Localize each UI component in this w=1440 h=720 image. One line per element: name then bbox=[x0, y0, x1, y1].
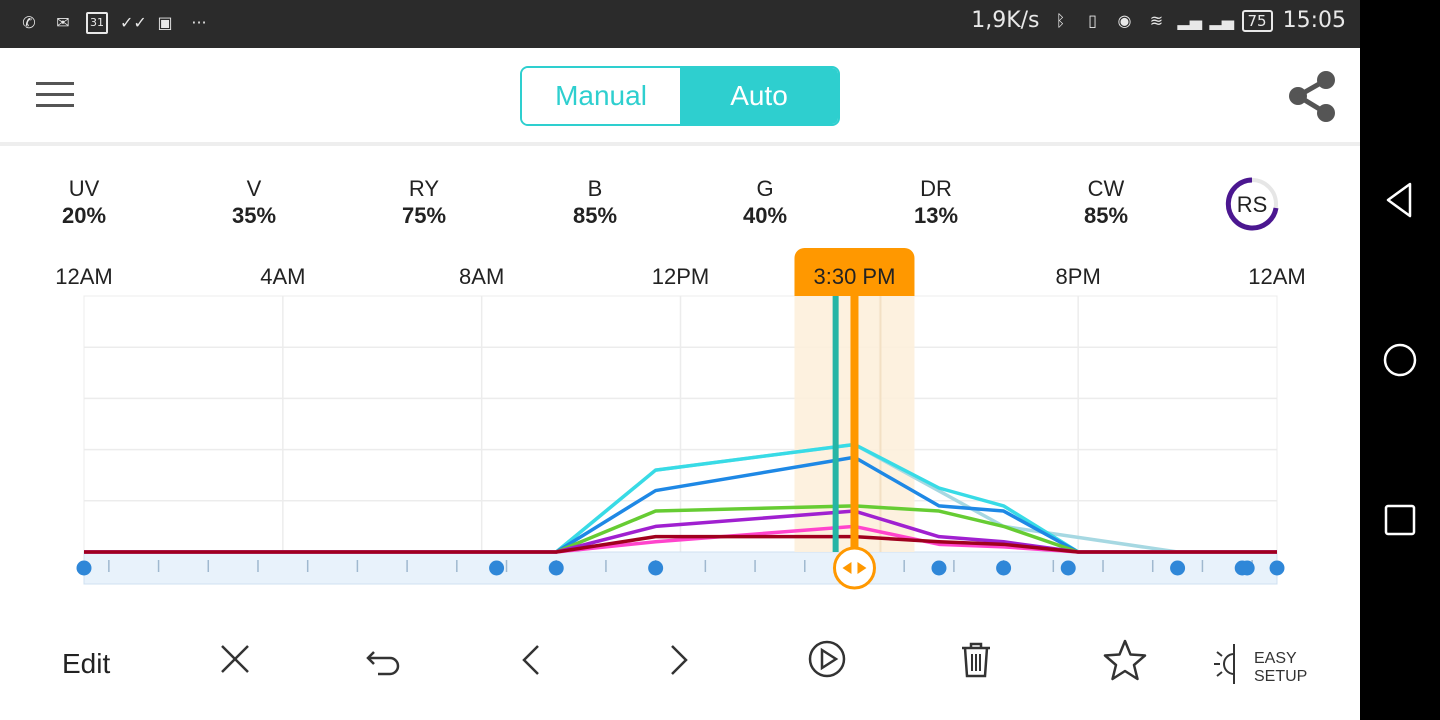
keyframe-point[interactable] bbox=[996, 560, 1012, 576]
next-icon[interactable] bbox=[666, 642, 692, 678]
play-icon[interactable] bbox=[806, 638, 848, 680]
keyframe-point[interactable] bbox=[648, 560, 664, 576]
mode-manual-button[interactable]: Manual bbox=[522, 68, 680, 124]
channel-name: V bbox=[246, 176, 262, 201]
previous-icon[interactable] bbox=[518, 642, 544, 678]
bottom-toolbar: Edit bbox=[0, 620, 1360, 710]
favorite-star-icon[interactable] bbox=[1102, 638, 1148, 682]
rs-label: RS bbox=[1237, 192, 1268, 217]
series-line bbox=[84, 534, 1277, 554]
keyframe-point[interactable] bbox=[931, 560, 947, 576]
net-speed: 1,9K/s bbox=[971, 8, 1040, 33]
schedule-chart[interactable]: 12AM 4AM 8AM 12PM 8PM 12AM 3:30 PM bbox=[0, 240, 1360, 600]
calendar-icon: ▣ bbox=[157, 13, 173, 32]
series-line bbox=[84, 504, 1277, 554]
channel-value: 85% bbox=[572, 203, 618, 228]
mode-toggle: Manual Auto bbox=[520, 66, 840, 126]
recents-icon[interactable] bbox=[1380, 500, 1420, 540]
more-dots-icon: ··· bbox=[191, 13, 207, 32]
channel-value: 85% bbox=[1083, 203, 1129, 228]
channel-value: 13% bbox=[913, 203, 959, 228]
channel-ry[interactable]: RY 75% bbox=[364, 175, 484, 229]
signal-icon: ▂▄ bbox=[1177, 10, 1203, 30]
channel-value: 40% bbox=[742, 203, 788, 228]
channel-name: CW bbox=[1087, 176, 1125, 201]
x-tick-label: 8PM bbox=[1056, 264, 1101, 289]
battery-indicator: 75 bbox=[1241, 9, 1273, 32]
notification-icons: ✆ ✉ 31 ✓✓ ▣ ··· bbox=[18, 12, 210, 34]
share-icon[interactable] bbox=[1284, 68, 1340, 124]
channel-b[interactable]: B 85% bbox=[535, 175, 655, 229]
x-tick-label: 12AM bbox=[1248, 264, 1305, 289]
channel-name: DR bbox=[920, 176, 952, 201]
edit-button[interactable]: Edit bbox=[62, 648, 111, 679]
android-nav-bar bbox=[1360, 0, 1440, 720]
teal-marker bbox=[832, 296, 839, 552]
keyframe-point[interactable] bbox=[489, 560, 505, 576]
channel-name: G bbox=[756, 176, 774, 201]
channel-name: RY bbox=[408, 176, 440, 201]
mail-check-icon: ✉ bbox=[56, 13, 70, 32]
channel-values: UV 20% V 35% RY 75% B 85% G 40% DR 13% C… bbox=[0, 175, 1360, 235]
series-line bbox=[84, 455, 1277, 554]
x-tick-label: 12PM bbox=[652, 264, 709, 289]
close-icon[interactable] bbox=[218, 642, 252, 676]
double-check-icon: ✓✓ bbox=[120, 13, 147, 32]
channel-name: B bbox=[587, 176, 603, 201]
channel-value: 35% bbox=[231, 203, 277, 228]
handle-right-arrow bbox=[857, 562, 867, 574]
eye-icon: ◉ bbox=[1117, 10, 1132, 30]
x-tick-label: 8AM bbox=[459, 264, 504, 289]
channel-g[interactable]: G 40% bbox=[705, 175, 825, 229]
rs-badge[interactable]: RS bbox=[1224, 176, 1280, 232]
app-bar: Manual Auto bbox=[0, 48, 1360, 146]
keyframe-points bbox=[76, 560, 1285, 576]
timeline-track[interactable] bbox=[83, 551, 1278, 585]
wifi-icon: ≋ bbox=[1149, 10, 1164, 30]
vibrate-icon: ▯ bbox=[1088, 10, 1097, 30]
menu-icon[interactable] bbox=[36, 80, 76, 110]
cursor-time-badge bbox=[794, 248, 915, 296]
time-cursor[interactable]: 3:30 PM bbox=[794, 248, 915, 590]
cursor-time-label: 3:30 PM bbox=[814, 264, 896, 289]
easy-setup-button[interactable]: EASY SETUP bbox=[1212, 642, 1312, 692]
channel-dr[interactable]: DR 13% bbox=[876, 175, 996, 229]
keyframe-point[interactable] bbox=[76, 560, 92, 576]
chart-grid bbox=[83, 295, 1278, 553]
channel-name: UV bbox=[68, 176, 100, 201]
easy-setup-line1: EASY bbox=[1254, 650, 1297, 667]
keyframe-point[interactable] bbox=[1269, 560, 1285, 576]
cursor-line bbox=[850, 296, 859, 566]
channel-v[interactable]: V 35% bbox=[194, 175, 314, 229]
channel-cw[interactable]: CW 85% bbox=[1046, 175, 1166, 229]
keyframe-point[interactable] bbox=[1170, 560, 1186, 576]
channel-uv[interactable]: UV 20% bbox=[24, 175, 144, 229]
signal-icon-2: ▂▄ bbox=[1209, 10, 1235, 30]
keyframe-point[interactable] bbox=[1060, 560, 1076, 576]
easy-setup-line2: SETUP bbox=[1254, 668, 1308, 685]
channel-value: 20% bbox=[61, 203, 107, 228]
light-bulb-icon bbox=[1214, 644, 1235, 684]
mode-auto-button[interactable]: Auto bbox=[680, 68, 838, 124]
calendar-31-icon: 31 bbox=[86, 12, 108, 34]
x-axis-ticks: 12AM 4AM 8AM 12PM 8PM 12AM bbox=[55, 264, 1305, 289]
undo-icon[interactable] bbox=[364, 644, 402, 676]
system-indicators: 1,9K/s ᛒ ▯ ◉ ≋ ▂▄ ▂▄ 75 15:05 bbox=[971, 8, 1346, 33]
x-tick-label: 12AM bbox=[55, 264, 112, 289]
app-window: ✆ ✉ 31 ✓✓ ▣ ··· 1,9K/s ᛒ ▯ ◉ ≋ ▂▄ ▂▄ 75 … bbox=[0, 0, 1360, 720]
handle-left-arrow bbox=[842, 562, 852, 574]
keyframe-point[interactable] bbox=[1239, 560, 1255, 576]
channel-value: 75% bbox=[401, 203, 447, 228]
phone-wifi-icon: ✆ bbox=[22, 13, 36, 32]
home-icon[interactable] bbox=[1380, 340, 1420, 380]
clock: 15:05 bbox=[1282, 8, 1346, 33]
bluetooth-icon: ᛒ bbox=[1055, 10, 1066, 30]
x-tick-label: 4AM bbox=[260, 264, 305, 289]
easy-setup-label: EASY SETUP bbox=[1254, 650, 1307, 686]
delete-icon[interactable] bbox=[958, 640, 994, 680]
back-icon[interactable] bbox=[1380, 180, 1420, 220]
cursor-handle[interactable] bbox=[832, 546, 876, 590]
keyframe-point[interactable] bbox=[548, 560, 564, 576]
status-bar: ✆ ✉ 31 ✓✓ ▣ ··· 1,9K/s ᛒ ▯ ◉ ≋ ▂▄ ▂▄ 75 … bbox=[0, 0, 1360, 48]
